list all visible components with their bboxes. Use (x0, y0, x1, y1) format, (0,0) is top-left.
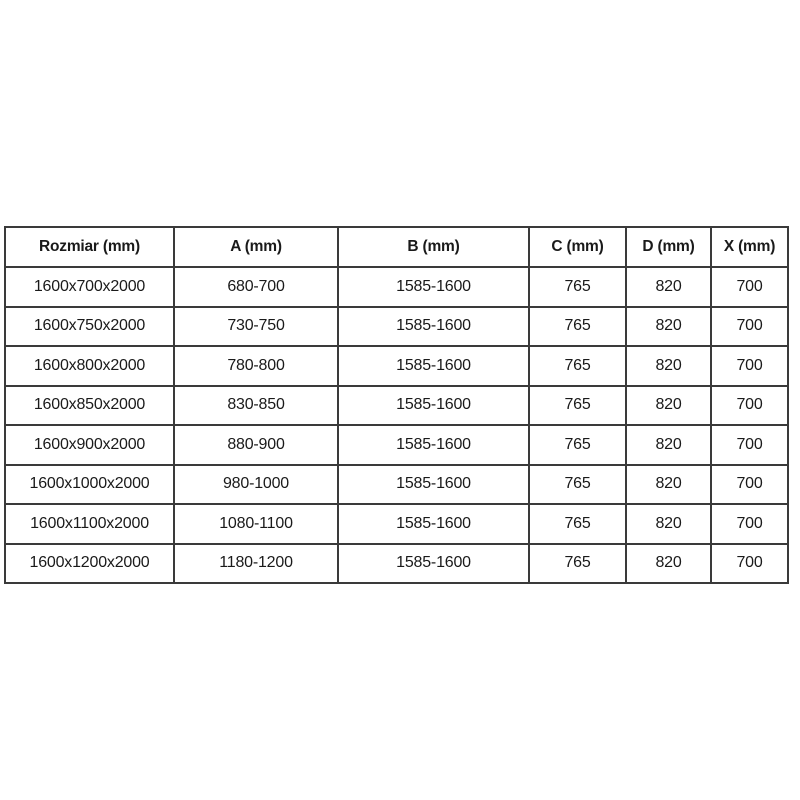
cell-c: 765 (528, 384, 627, 426)
cell-b: 1585-1600 (337, 266, 530, 308)
cell-b: 1585-1600 (337, 384, 530, 426)
cell-b: 1585-1600 (337, 503, 530, 545)
cell-a: 780-800 (173, 345, 339, 387)
cell-x: 700 (710, 424, 789, 466)
cell-x: 700 (710, 463, 789, 505)
cell-x: 700 (710, 266, 789, 308)
column-header-x: X (mm) (710, 226, 789, 268)
cell-a: 730-750 (173, 305, 339, 347)
cell-size: 1600x850x2000 (4, 384, 175, 426)
cell-size: 1600x1100x2000 (4, 503, 175, 545)
cell-x: 700 (710, 305, 789, 347)
cell-size: 1600x700x2000 (4, 266, 175, 308)
cell-x: 700 (710, 542, 789, 584)
cell-x: 700 (710, 384, 789, 426)
table-header: Rozmiar (mm) A (mm) B (mm) C (mm) D (mm)… (4, 226, 789, 268)
dimensions-table: Rozmiar (mm) A (mm) B (mm) C (mm) D (mm)… (4, 226, 789, 584)
cell-a: 980-1000 (173, 463, 339, 505)
table-body: 1600x700x2000 680-700 1585-1600 765 820 … (4, 266, 789, 584)
cell-c: 765 (528, 266, 627, 308)
table-row: 1600x1000x2000 980-1000 1585-1600 765 82… (4, 463, 789, 505)
cell-c: 765 (528, 345, 627, 387)
column-header-a: A (mm) (173, 226, 339, 268)
dimensions-table-container: Rozmiar (mm) A (mm) B (mm) C (mm) D (mm)… (4, 226, 789, 584)
cell-size: 1600x1000x2000 (4, 463, 175, 505)
cell-a: 680-700 (173, 266, 339, 308)
cell-a: 880-900 (173, 424, 339, 466)
cell-b: 1585-1600 (337, 305, 530, 347)
table-row: 1600x800x2000 780-800 1585-1600 765 820 … (4, 345, 789, 387)
cell-size: 1600x800x2000 (4, 345, 175, 387)
table-row: 1600x1200x2000 1180-1200 1585-1600 765 8… (4, 542, 789, 584)
cell-c: 765 (528, 424, 627, 466)
cell-c: 765 (528, 542, 627, 584)
cell-x: 700 (710, 345, 789, 387)
cell-a: 830-850 (173, 384, 339, 426)
cell-c: 765 (528, 503, 627, 545)
cell-d: 820 (625, 266, 712, 308)
cell-a: 1180-1200 (173, 542, 339, 584)
cell-d: 820 (625, 305, 712, 347)
cell-d: 820 (625, 503, 712, 545)
cell-d: 820 (625, 345, 712, 387)
cell-d: 820 (625, 424, 712, 466)
table-row: 1600x850x2000 830-850 1585-1600 765 820 … (4, 384, 789, 426)
table-header-row: Rozmiar (mm) A (mm) B (mm) C (mm) D (mm)… (4, 226, 789, 268)
table-row: 1600x1100x2000 1080-1100 1585-1600 765 8… (4, 503, 789, 545)
cell-b: 1585-1600 (337, 463, 530, 505)
column-header-size: Rozmiar (mm) (4, 226, 175, 268)
cell-size: 1600x1200x2000 (4, 542, 175, 584)
cell-b: 1585-1600 (337, 345, 530, 387)
cell-d: 820 (625, 463, 712, 505)
cell-size: 1600x900x2000 (4, 424, 175, 466)
table-row: 1600x700x2000 680-700 1585-1600 765 820 … (4, 266, 789, 308)
cell-b: 1585-1600 (337, 542, 530, 584)
cell-x: 700 (710, 503, 789, 545)
cell-d: 820 (625, 384, 712, 426)
cell-a: 1080-1100 (173, 503, 339, 545)
cell-b: 1585-1600 (337, 424, 530, 466)
cell-d: 820 (625, 542, 712, 584)
column-header-b: B (mm) (337, 226, 530, 268)
table-row: 1600x900x2000 880-900 1585-1600 765 820 … (4, 424, 789, 466)
cell-c: 765 (528, 463, 627, 505)
table-row: 1600x750x2000 730-750 1585-1600 765 820 … (4, 305, 789, 347)
column-header-d: D (mm) (625, 226, 712, 268)
cell-size: 1600x750x2000 (4, 305, 175, 347)
cell-c: 765 (528, 305, 627, 347)
column-header-c: C (mm) (528, 226, 627, 268)
